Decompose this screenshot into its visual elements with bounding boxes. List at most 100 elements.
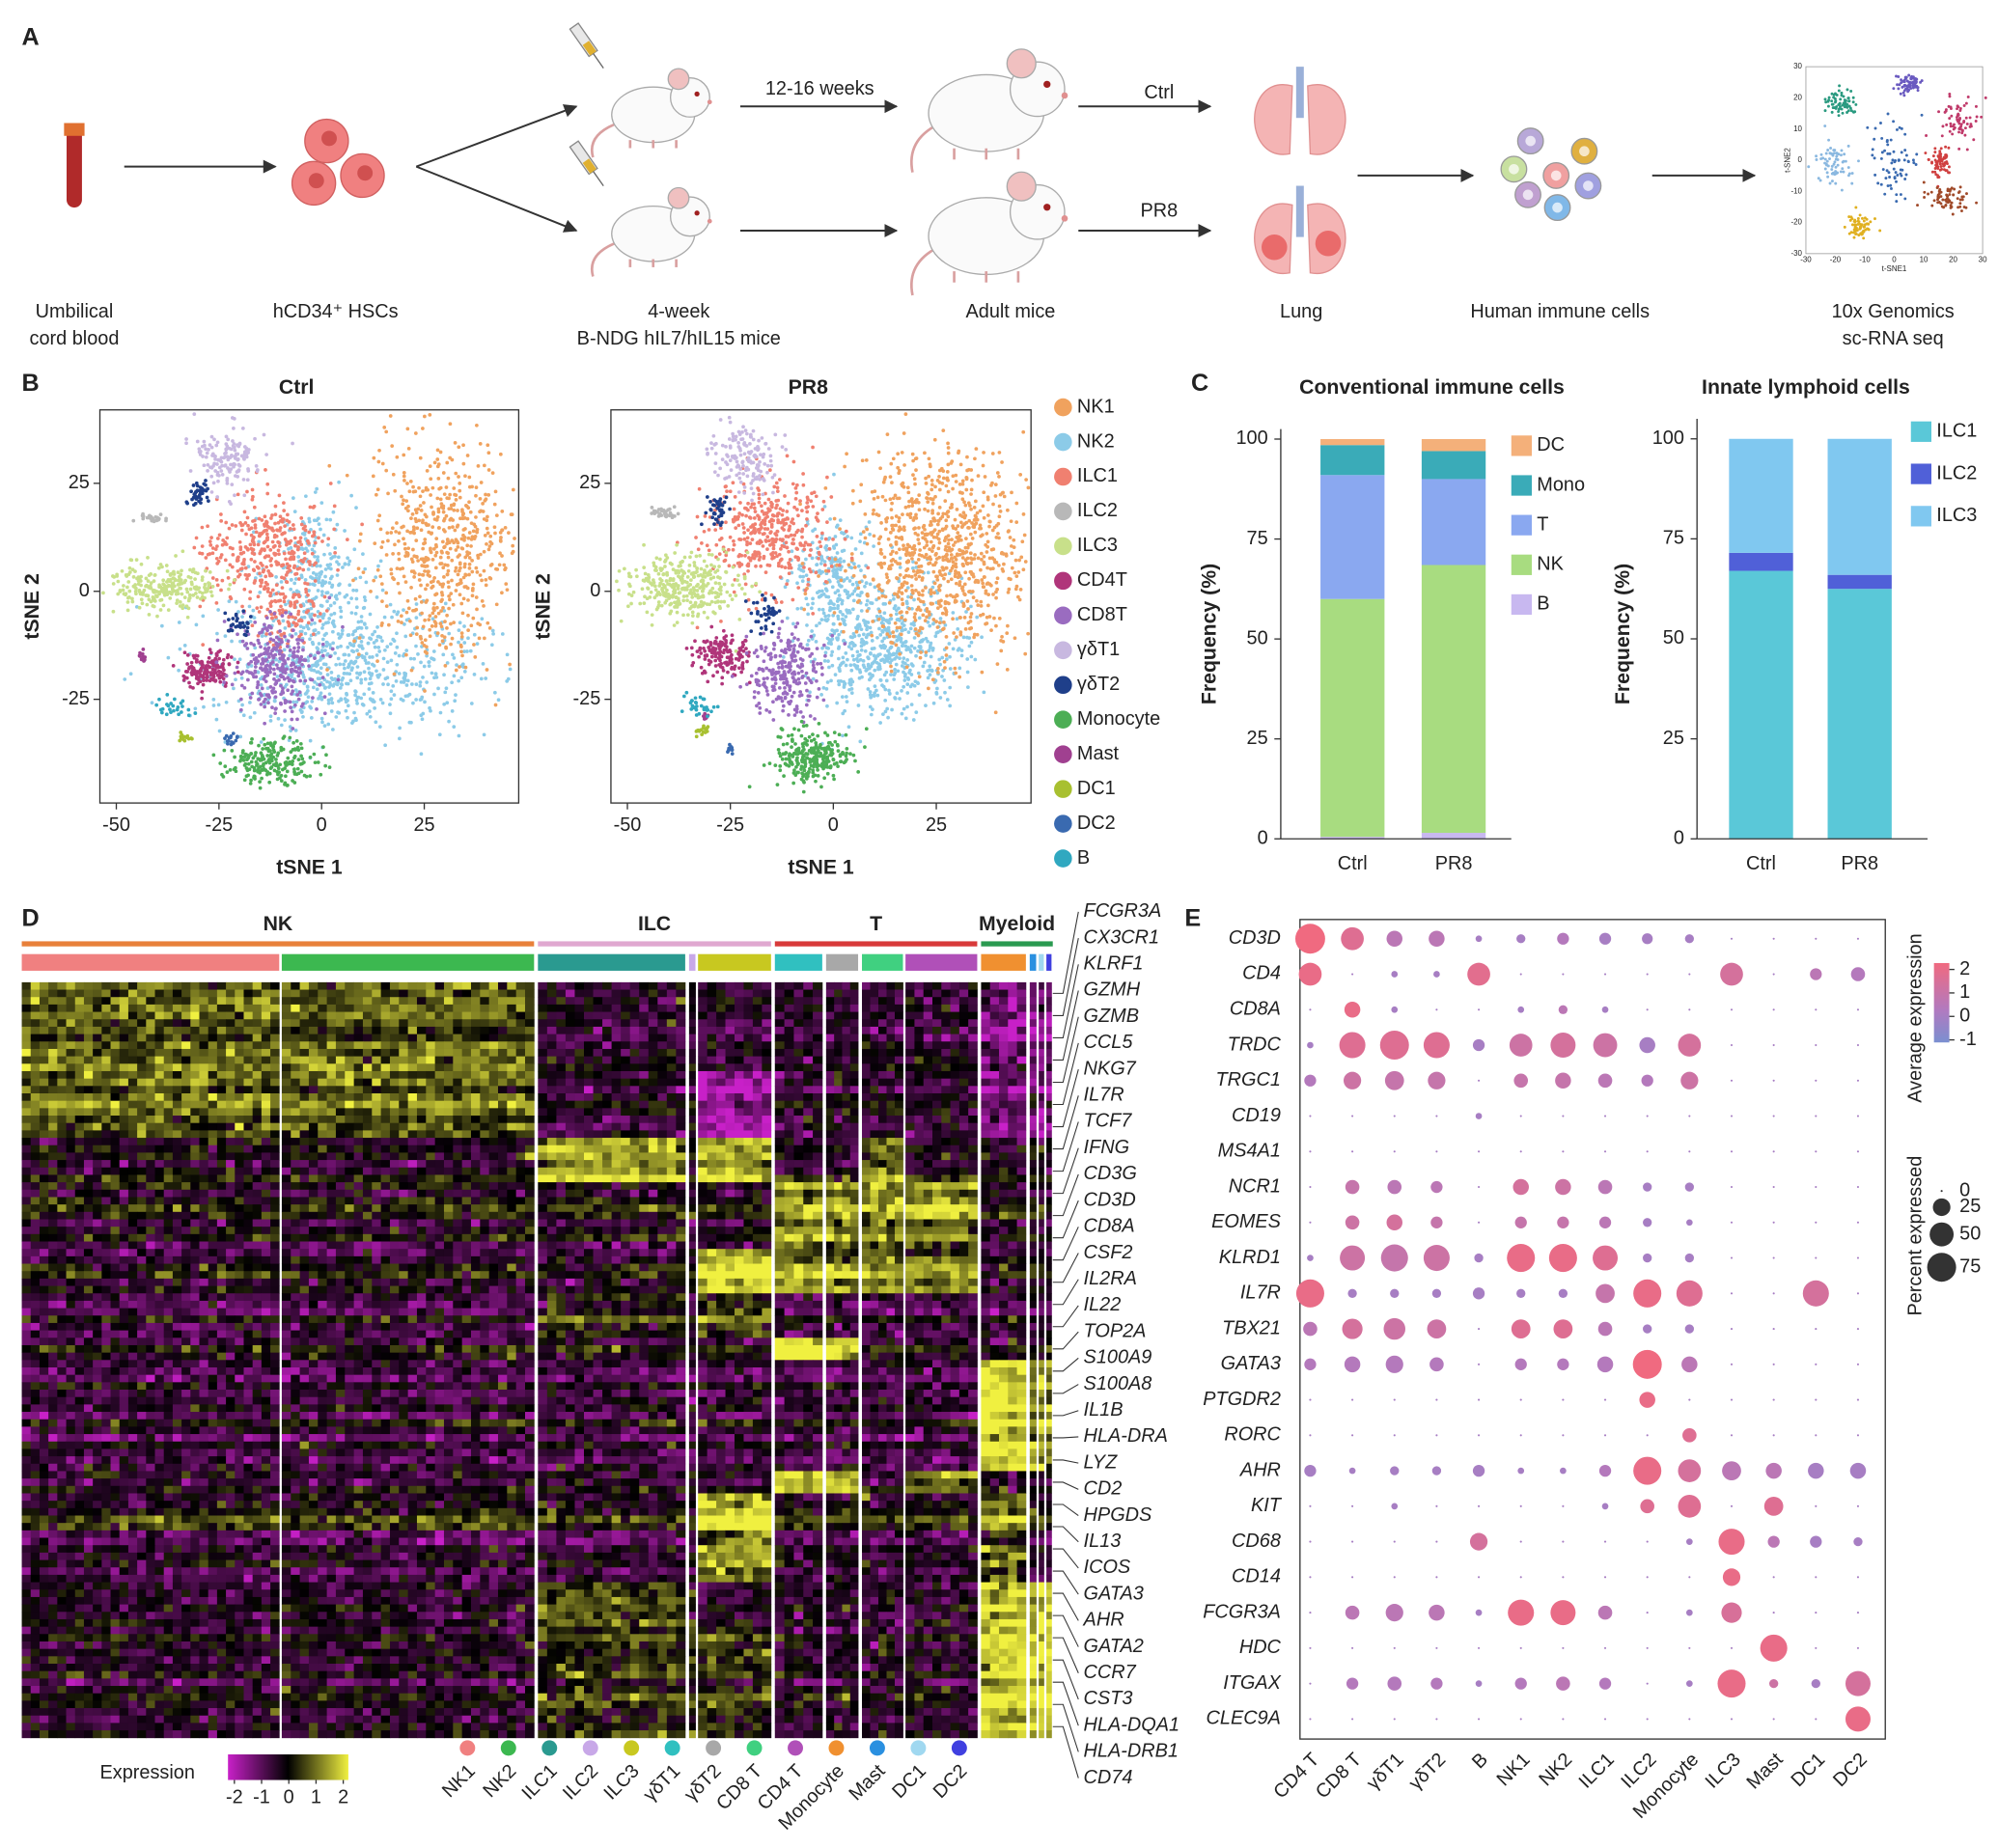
cell-point [493,503,497,507]
cell-point [395,631,399,635]
mini-point [1866,228,1869,231]
cell-point [468,566,472,570]
cell-point [848,579,852,583]
cell-point [954,600,957,604]
cell-point [444,646,448,649]
cell-point [301,648,305,652]
cell-point [904,648,908,652]
cell-point [125,574,128,578]
cell-point [816,591,819,594]
cell-point [171,704,175,708]
cell-point [399,567,402,571]
cell-point [291,710,294,714]
cell-point [375,653,379,657]
arrow [416,106,576,166]
cell-point [330,709,334,713]
mini-point [1893,151,1896,153]
cell-point [497,698,501,702]
cell-point [186,653,190,657]
cell-point [887,626,891,630]
cell-point [234,677,237,681]
cell-point [291,442,294,446]
cell-point [429,634,432,638]
cell-point [292,680,296,684]
cell-point [196,488,200,492]
cell-point [293,616,297,620]
cell-point [384,592,388,595]
cell-point [260,683,264,687]
immune-nucleus [1525,136,1536,147]
cell-point [357,652,361,656]
cell-point [982,690,985,694]
cell-point [246,451,250,455]
cell-point [191,686,195,690]
cell-point [258,517,262,521]
cell-point [257,542,261,546]
cell-point [353,694,357,698]
cell-point [994,624,998,628]
mini-point [1890,161,1893,164]
cell-point [459,649,463,653]
cell-point [221,666,225,670]
mini-point [1947,171,1950,174]
cell-point [852,598,856,602]
cell-point [333,601,337,605]
cell-point [275,583,279,587]
cell-point [435,606,439,610]
mini-point [1901,80,1904,83]
cell-point [166,569,170,573]
cell-point [865,528,869,532]
cell-point [152,589,155,593]
cell-point [849,537,853,540]
cell-point [921,613,925,617]
cell-point [249,715,253,719]
cell-point [416,508,420,511]
cell-point [222,456,226,460]
cell-point [209,590,213,593]
cell-point [315,664,319,668]
cell-point [252,536,256,539]
cell-point [461,443,465,447]
cell-point [860,676,864,679]
cell-point [893,696,897,700]
cell-point [453,493,457,497]
cell-point [304,591,308,594]
cell-point [268,548,272,552]
cell-point [190,673,194,676]
cell-point [224,559,228,563]
cell-point [238,567,242,571]
cell-point [964,627,968,631]
cell-point [919,650,923,654]
mini-point [1905,153,1908,156]
cell-point [283,648,287,652]
cell-point [240,529,244,533]
cell-point [277,620,281,623]
cell-point [815,623,819,627]
cell-point [898,697,902,701]
cell-point [881,618,885,621]
cell-point [223,611,227,615]
cell-point [284,626,288,630]
cell-point [280,779,284,783]
cell-point [935,687,939,691]
cell-point [473,655,477,659]
mini-x-label: t-SNE1 [1882,264,1907,273]
cell-point [910,504,914,508]
cell-point [167,704,171,708]
cell-point [965,636,969,640]
cell-point [172,664,176,668]
cell-point [486,493,490,497]
cell-point [297,619,301,622]
cell-point [321,745,325,749]
cell-point [887,689,891,693]
cell-point [349,596,353,600]
cell-point [910,673,914,676]
cell-point [389,603,393,607]
cell-point [304,692,308,696]
cell-point [457,641,460,645]
cell-point [907,630,911,634]
mini-point [1939,152,1942,155]
cell-point [269,557,273,561]
cell-point [180,699,184,703]
cell-point [511,551,514,555]
